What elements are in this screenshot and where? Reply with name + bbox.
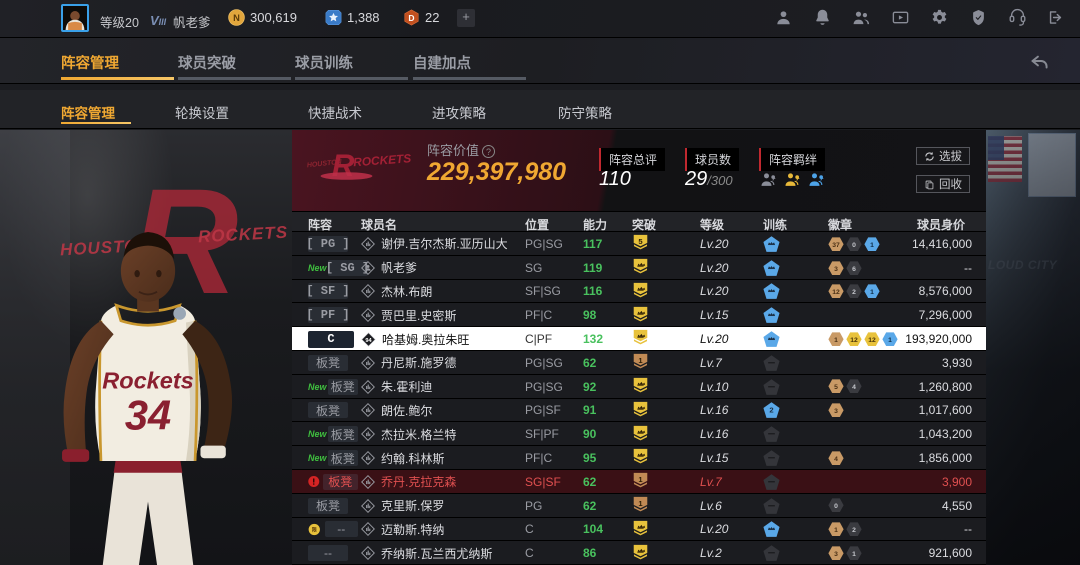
svg-text:12: 12 — [832, 289, 840, 296]
svg-text:6: 6 — [852, 265, 856, 272]
svg-text:12: 12 — [850, 337, 858, 344]
svg-text:1: 1 — [870, 242, 874, 249]
svg-text:3: 3 — [834, 265, 838, 272]
svg-text:2: 2 — [852, 527, 856, 534]
svg-text:2: 2 — [852, 289, 856, 296]
svg-text:1: 1 — [852, 551, 856, 558]
svg-text:5: 5 — [638, 237, 643, 246]
svg-text:1: 1 — [638, 356, 643, 365]
svg-text:94: 94 — [365, 337, 372, 343]
svg-text:1: 1 — [834, 337, 838, 344]
svg-text:2: 2 — [769, 406, 773, 415]
svg-text:4: 4 — [852, 384, 856, 391]
svg-text:3: 3 — [834, 551, 838, 558]
svg-text:1: 1 — [638, 475, 643, 484]
svg-text:1: 1 — [638, 499, 643, 508]
svg-text:1: 1 — [870, 289, 874, 296]
svg-text:5: 5 — [834, 384, 838, 391]
svg-text:4: 4 — [834, 456, 838, 463]
svg-text:34: 34 — [125, 391, 171, 438]
svg-text:D: D — [408, 13, 414, 23]
svg-text:ROCKETS: ROCKETS — [353, 151, 412, 169]
svg-text:1: 1 — [834, 527, 838, 534]
svg-text:1: 1 — [888, 337, 892, 344]
svg-text:37: 37 — [832, 242, 840, 249]
svg-text:0: 0 — [852, 242, 856, 249]
svg-text:Rockets: Rockets — [102, 368, 194, 394]
svg-text:0: 0 — [834, 503, 838, 510]
svg-text:N: N — [233, 13, 240, 23]
svg-text:3: 3 — [834, 408, 838, 415]
svg-text:12: 12 — [868, 337, 876, 344]
